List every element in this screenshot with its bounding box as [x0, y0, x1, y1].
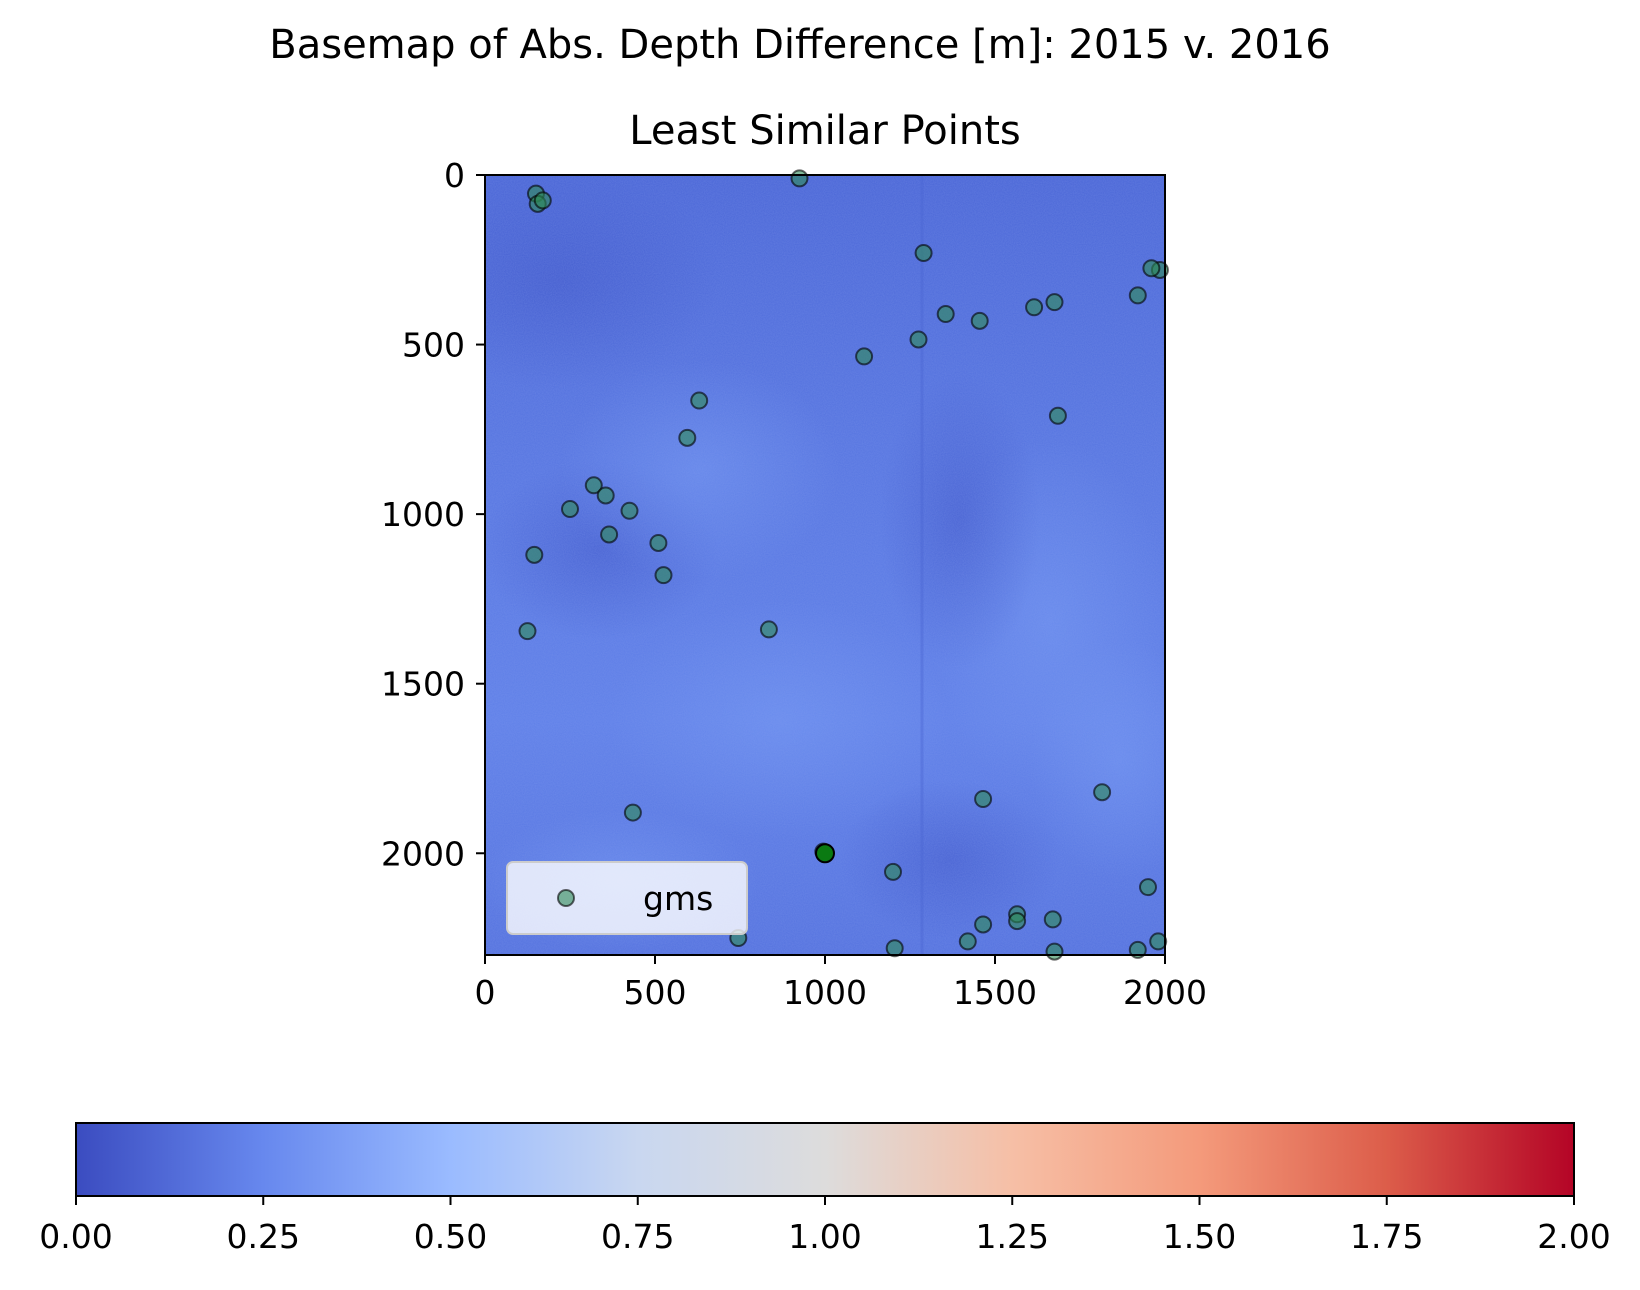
scatter-point [974, 790, 993, 808]
x-tick-label: 0 [475, 973, 496, 1012]
scatter-point [1093, 783, 1112, 802]
heatmap-raster [485, 175, 1165, 955]
scatter-point [759, 620, 778, 639]
colorbar-tick-label: 1.25 [976, 1217, 1049, 1256]
colorbar-tick-label: 0.50 [414, 1217, 487, 1256]
colorbar-gradient [76, 1123, 1574, 1196]
scatter-point [620, 501, 639, 520]
scatter-point [525, 545, 544, 564]
colorbar-tick-label: 1.50 [1163, 1217, 1236, 1256]
scatter-point [970, 311, 989, 330]
colorbar-ticks: 0.00 0.25 0.50 0.75 1.00 1.25 1.50 1.75 2.00 [39, 1196, 1611, 1256]
scatter-point [1008, 912, 1027, 931]
scatter-point [649, 533, 668, 552]
y-tick-label: 1500 [381, 665, 465, 704]
scatter-point [914, 244, 933, 262]
x-tick-label: 1500 [953, 973, 1037, 1012]
colorbar-tick-label: 2.00 [1537, 1217, 1610, 1256]
scatter-point [936, 305, 955, 324]
y-tick-label: 1000 [381, 495, 465, 534]
colorbar: 0.00 0.25 0.50 0.75 1.00 1.25 1.50 1.75 2.00 [39, 1122, 1611, 1256]
scatter-point [790, 169, 809, 188]
scatter-point [518, 622, 537, 641]
colorbar-tick-label: 0.25 [227, 1217, 300, 1256]
scatter-point [600, 525, 619, 544]
y-tick-label: 0 [444, 156, 465, 195]
y-tick-label: 500 [402, 326, 465, 365]
y-tick-label: 2000 [381, 834, 465, 873]
scatter-point [1142, 259, 1161, 278]
axes-title: Least Similar Points [629, 108, 1021, 154]
scatter-point [815, 843, 835, 864]
scatter-point [1048, 406, 1067, 425]
scatter-point [909, 330, 928, 349]
colorbar-tick-label: 0.75 [601, 1217, 674, 1256]
legend-label: gms [643, 879, 713, 918]
scatter-point [1045, 942, 1064, 961]
colorbar-tick-label: 1.00 [788, 1217, 861, 1256]
scatter-point [1043, 910, 1062, 929]
y-axis: 0 500 1000 1500 2000 [381, 156, 485, 873]
x-tick-label: 2000 [1123, 973, 1207, 1012]
figure-title: Basemap of Abs. Depth Difference [m]: 20… [269, 22, 1331, 68]
x-tick-label: 1000 [783, 973, 867, 1012]
scatter-points [518, 169, 1169, 961]
scatter-point [1045, 293, 1064, 312]
scatter-point [855, 347, 874, 366]
scatter-point [561, 500, 579, 519]
scatter-point [1139, 878, 1157, 897]
scatter-point [884, 862, 902, 881]
scatter-point [596, 486, 615, 505]
scatter-point [1149, 932, 1168, 951]
scatter-point [533, 191, 552, 210]
colorbar-tick-label: 0.00 [39, 1217, 112, 1256]
scatter-point [885, 939, 904, 958]
scatter-point [974, 915, 993, 934]
colorbar-tick-label: 1.75 [1350, 1217, 1423, 1256]
x-axis: 0 500 1000 1500 2000 [475, 955, 1207, 1012]
legend-marker-icon [557, 889, 575, 907]
scatter-point [584, 476, 603, 495]
x-tick-label: 500 [624, 973, 687, 1012]
scatter-point [690, 391, 709, 410]
scatter-point [623, 803, 642, 822]
legend: gms [506, 861, 748, 935]
legend-box [506, 861, 748, 935]
scatter-point [1025, 298, 1044, 317]
scatter-point [1128, 940, 1147, 959]
scatter-point [678, 428, 697, 447]
scatter-point [654, 566, 673, 585]
scatter-point [958, 932, 977, 951]
scatter-point [1128, 286, 1147, 305]
